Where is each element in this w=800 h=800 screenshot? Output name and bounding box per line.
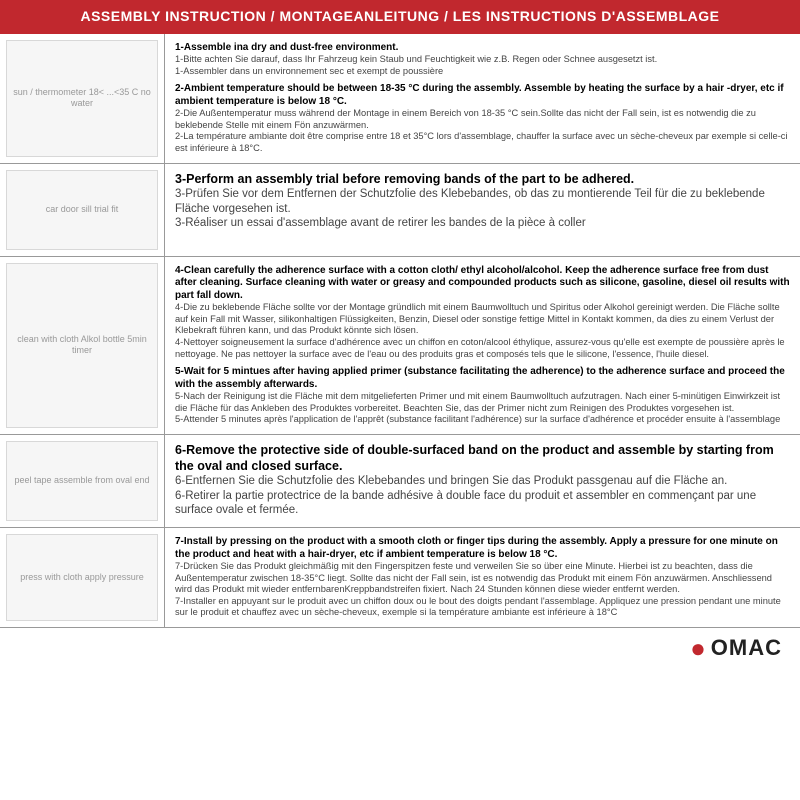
step-german: 6-Entfernen Sie die Schutzfolie des Kleb… [175, 474, 790, 488]
instruction-step: 6-Remove the protective side of double-s… [175, 443, 790, 517]
diagram-placeholder-icon: sun / thermometer 18< ...<35 C no water [6, 40, 158, 157]
step-german: 4-Die zu beklebende Fläche sollte vor de… [175, 302, 790, 337]
instruction-text-cell: 7-Install by pressing on the product wit… [165, 528, 800, 627]
instruction-text-cell: 1-Assemble ina dry and dust-free environ… [165, 34, 800, 163]
step-english: 2-Ambient temperature should be between … [175, 83, 790, 108]
step-english: 1-Assemble ina dry and dust-free environ… [175, 42, 790, 55]
instruction-step: 4-Clean carefully the adherence surface … [175, 265, 790, 361]
logo-row: ● OMAC [0, 628, 800, 666]
instruction-step: 1-Assemble ina dry and dust-free environ… [175, 42, 790, 78]
page-title: ASSEMBLY INSTRUCTION / MONTAGEANLEITUNG … [0, 0, 800, 34]
step-english: 4-Clean carefully the adherence surface … [175, 265, 790, 303]
step-french: 7-Installer en appuyant sur le produit a… [175, 596, 790, 619]
step-german: 7-Drücken Sie das Produkt gleichmäßig mi… [175, 561, 790, 596]
instruction-text-cell: 3-Perform an assembly trial before remov… [165, 164, 800, 256]
step-french: 1-Assembler dans un environnement sec et… [175, 66, 790, 78]
step-french: 3-Réaliser un essai d'assemblage avant d… [175, 216, 790, 230]
instruction-row: clean with cloth Alkol bottle 5min timer… [0, 257, 800, 435]
step-german: 2-Die Außentemperatur muss während der M… [175, 108, 790, 131]
instruction-step: 5-Wait for 5 mintues after having applie… [175, 366, 790, 426]
instruction-step: 7-Install by pressing on the product wit… [175, 536, 790, 619]
diagram-placeholder-icon: press with cloth apply pressure [6, 534, 158, 621]
diagram-cell: peel tape assemble from oval end [0, 435, 165, 527]
instruction-row: car door sill trial fit 3-Perform an asse… [0, 164, 800, 257]
step-english: 7-Install by pressing on the product wit… [175, 536, 790, 561]
step-german: 3-Prüfen Sie vor dem Entfernen der Schut… [175, 187, 790, 216]
step-french: 5-Attender 5 minutes après l'application… [175, 414, 790, 426]
step-german: 5-Nach der Reinigung ist die Fläche mit … [175, 391, 790, 414]
instruction-text-cell: 6-Remove the protective side of double-s… [165, 435, 800, 527]
diagram-cell: car door sill trial fit [0, 164, 165, 256]
diagram-placeholder-icon: peel tape assemble from oval end [6, 441, 158, 521]
step-french: 2-La température ambiante doit être comp… [175, 131, 790, 154]
diagram-cell: press with cloth apply pressure [0, 528, 165, 627]
step-german: 1-Bitte achten Sie darauf, dass Ihr Fahr… [175, 54, 790, 66]
diagram-cell: clean with cloth Alkol bottle 5min timer [0, 257, 165, 434]
instruction-text-cell: 4-Clean carefully the adherence surface … [165, 257, 800, 434]
step-english: 6-Remove the protective side of double-s… [175, 443, 790, 474]
step-english: 5-Wait for 5 mintues after having applie… [175, 366, 790, 391]
instruction-row: press with cloth apply pressure 7-Install… [0, 528, 800, 628]
diagram-cell: sun / thermometer 18< ...<35 C no water [0, 34, 165, 163]
instruction-step: 3-Perform an assembly trial before remov… [175, 172, 790, 231]
brand-logo: ● OMAC [690, 634, 782, 662]
instruction-row: peel tape assemble from oval end 6-Remove… [0, 435, 800, 528]
logo-text: OMAC [711, 634, 782, 662]
step-french: 4-Nettoyer soigneusement la surface d'ad… [175, 337, 790, 360]
instruction-table: sun / thermometer 18< ...<35 C no water 1… [0, 34, 800, 629]
step-french: 6-Retirer la partie protectrice de la ba… [175, 489, 790, 518]
instruction-step: 2-Ambient temperature should be between … [175, 83, 790, 154]
step-english: 3-Perform an assembly trial before remov… [175, 172, 790, 188]
diagram-placeholder-icon: clean with cloth Alkol bottle 5min timer [6, 263, 158, 428]
instruction-row: sun / thermometer 18< ...<35 C no water 1… [0, 34, 800, 164]
diagram-placeholder-icon: car door sill trial fit [6, 170, 158, 250]
